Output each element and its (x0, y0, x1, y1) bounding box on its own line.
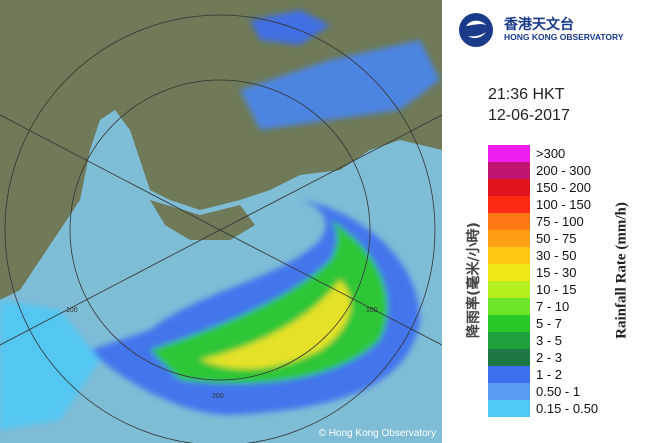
legend-swatch (488, 349, 530, 366)
ring-label: 100 (66, 307, 78, 314)
legend-label: 10 - 15 (536, 282, 577, 297)
legend-label: 0.50 - 1 (536, 384, 581, 399)
legend-swatch (488, 281, 530, 298)
logo-en: HONG KONG OBSERVATORY (504, 32, 624, 42)
legend-label: 7 - 10 (536, 299, 570, 314)
legend-swatch (488, 264, 530, 281)
legend-label: 100 - 150 (536, 197, 591, 212)
legend-swatch (488, 196, 530, 213)
logo-zh: 香港天文台 (504, 17, 574, 33)
date: 12-06-2017 (488, 107, 570, 124)
legend-label: 1 - 2 (536, 367, 563, 382)
ring-label: 200 (212, 393, 224, 400)
legend-title-en: Rainfall Rate (mm/h) (613, 202, 630, 339)
legend-label: 3 - 5 (536, 333, 563, 348)
legend-label: 150 - 200 (536, 180, 591, 195)
legend-swatch (488, 400, 530, 417)
legend-swatch (488, 162, 530, 179)
legend-swatch (488, 230, 530, 247)
legend-label: 30 - 50 (536, 248, 577, 263)
legend-label: 200 - 300 (536, 163, 591, 178)
logo: 香港天文台 HONG KONG OBSERVATORY (458, 12, 633, 48)
legend-swatch (488, 247, 530, 264)
legend-swatch (488, 298, 530, 315)
legend-label: 2 - 3 (536, 350, 563, 365)
credit: © Hong Kong Observatory (319, 428, 436, 439)
legend-title-zh: 降雨率(毫米/小時) (466, 222, 482, 338)
legend-swatch (488, 213, 530, 230)
legend-swatch (488, 145, 530, 162)
legend-swatch (488, 383, 530, 400)
legend-swatch (488, 315, 530, 332)
legend-label: 0.15 - 0.50 (536, 401, 599, 416)
legend-swatch (488, 366, 530, 383)
legend-label: 15 - 30 (536, 265, 577, 280)
time: 21:36 HKT (488, 86, 565, 103)
ring-label: 100 (366, 307, 378, 314)
legend-label: 75 - 100 (536, 214, 584, 229)
radar-map: 100 100 200 © Hong Kong Observatory (0, 0, 442, 443)
legend-label: 50 - 75 (536, 231, 577, 246)
logo-icon (459, 13, 493, 47)
legend-label: >300 (536, 146, 566, 161)
legend-swatch (488, 332, 530, 349)
legend-swatch (488, 179, 530, 196)
legend-label: 5 - 7 (536, 316, 563, 331)
